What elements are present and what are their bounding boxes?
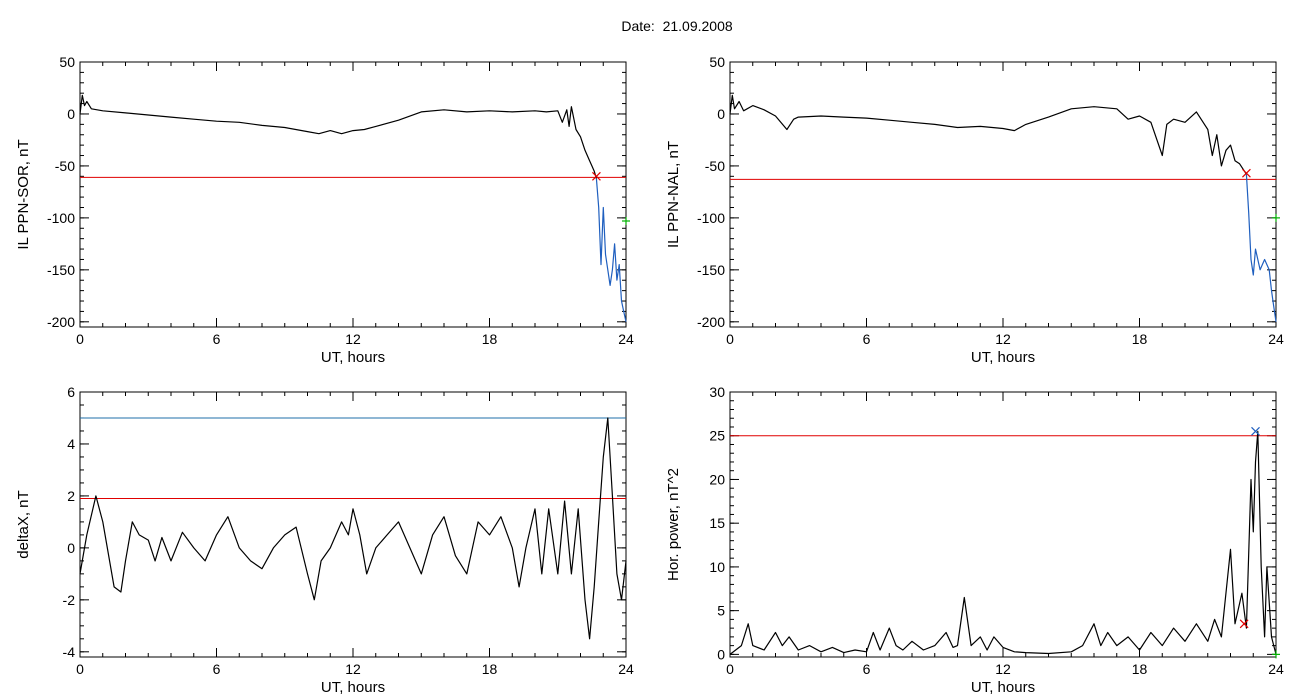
chart-panel-2: 0 6 12 18 24 -200 -150 -100 -50 0 50 UT, hours IL PP…	[665, 54, 1284, 366]
x-marker	[1251, 426, 1260, 436]
y-tick-label: 0	[717, 106, 725, 122]
chart-panel-4: 0 6 12 18 24 0 5 10 15 20 25 30 UT, hours Hor. power,…	[665, 384, 1284, 696]
x-tick-label: 24	[1268, 661, 1284, 677]
y-tick-label: -100	[697, 210, 725, 226]
y-tick-label: 0	[67, 106, 75, 122]
x-tick-label: 24	[618, 661, 634, 677]
x-marker	[1239, 619, 1249, 629]
y-tick-label: 50	[59, 54, 75, 70]
y-tick-label: 4	[67, 436, 75, 452]
y-tick-label: -200	[697, 314, 725, 330]
y-tick-label: -150	[47, 262, 75, 278]
x-tick-label: 18	[1132, 661, 1148, 677]
x-tick-label: 6	[213, 331, 221, 347]
x-tick-label: 18	[1132, 331, 1148, 347]
x-axis-label: UT, hours	[321, 679, 385, 696]
plot-frame	[79, 391, 627, 658]
x-tick-label: 18	[482, 661, 498, 677]
x-tick-label: 6	[213, 661, 221, 677]
y-tick-label: 50	[709, 54, 725, 70]
series-line	[79, 417, 627, 640]
x-marker	[1242, 168, 1251, 178]
x-tick-label: 0	[726, 661, 734, 677]
plot-frame	[729, 391, 1277, 658]
y-tick-label: -4	[63, 644, 76, 660]
series-line	[729, 430, 1277, 655]
y-tick-label: 6	[67, 384, 75, 400]
y-axis-label: Hor. power, nT^2	[665, 468, 682, 581]
plot-frame	[729, 61, 1277, 328]
x-tick-label: 12	[995, 661, 1011, 677]
x-axis-label: UT, hours	[971, 679, 1035, 696]
y-tick-label: -200	[47, 314, 75, 330]
x-tick-label: 18	[482, 331, 498, 347]
y-tick-label: 15	[709, 515, 725, 531]
x-tick-label: 0	[726, 331, 734, 347]
y-tick-label: 10	[709, 559, 725, 575]
x-tick-label: 12	[345, 331, 361, 347]
x-tick-label: 12	[995, 331, 1011, 347]
y-tick-label: 5	[717, 603, 725, 619]
y-tick-label: -100	[47, 210, 75, 226]
x-tick-label: 12	[345, 661, 361, 677]
y-tick-label: -50	[705, 158, 725, 174]
x-axis-label: UT, hours	[321, 349, 385, 366]
x-tick-label: 0	[76, 661, 84, 677]
series-line	[1245, 174, 1277, 322]
plot-frame	[79, 61, 627, 328]
y-tick-label: 30	[709, 384, 725, 400]
y-axis-label: IL PPN-SOR, nT	[15, 139, 32, 249]
x-tick-label: 6	[863, 331, 871, 347]
y-tick-label: -50	[55, 158, 75, 174]
x-tick-label: 0	[76, 331, 84, 347]
y-tick-label: 25	[709, 428, 725, 444]
x-axis-label: UT, hours	[971, 349, 1035, 366]
plus-marker	[1272, 650, 1280, 659]
page-title: Date: 21.09.2008	[621, 18, 733, 34]
series-line	[79, 94, 597, 179]
y-tick-label: -2	[63, 592, 76, 608]
x-tick-label: 24	[618, 331, 634, 347]
y-tick-label: 0	[67, 540, 75, 556]
y-tick-label: 20	[709, 471, 725, 487]
y-tick-label: -150	[697, 262, 725, 278]
y-axis-label: deltaX, nT	[15, 490, 32, 558]
y-tick-label: 0	[717, 646, 725, 662]
x-tick-label: 24	[1268, 331, 1284, 347]
plus-marker	[622, 217, 630, 225]
plus-marker	[1272, 213, 1280, 222]
series-line	[729, 94, 1247, 175]
chart-panel-1: 0 6 12 18 24 -200 -150 -100 -50 0 50 UT, hours IL PP…	[15, 54, 634, 366]
x-marker	[592, 171, 601, 181]
series-line	[595, 178, 627, 322]
y-axis-label: IL PPN-NAL, nT	[665, 141, 682, 248]
x-tick-label: 6	[863, 661, 871, 677]
y-tick-label: 2	[67, 488, 75, 504]
